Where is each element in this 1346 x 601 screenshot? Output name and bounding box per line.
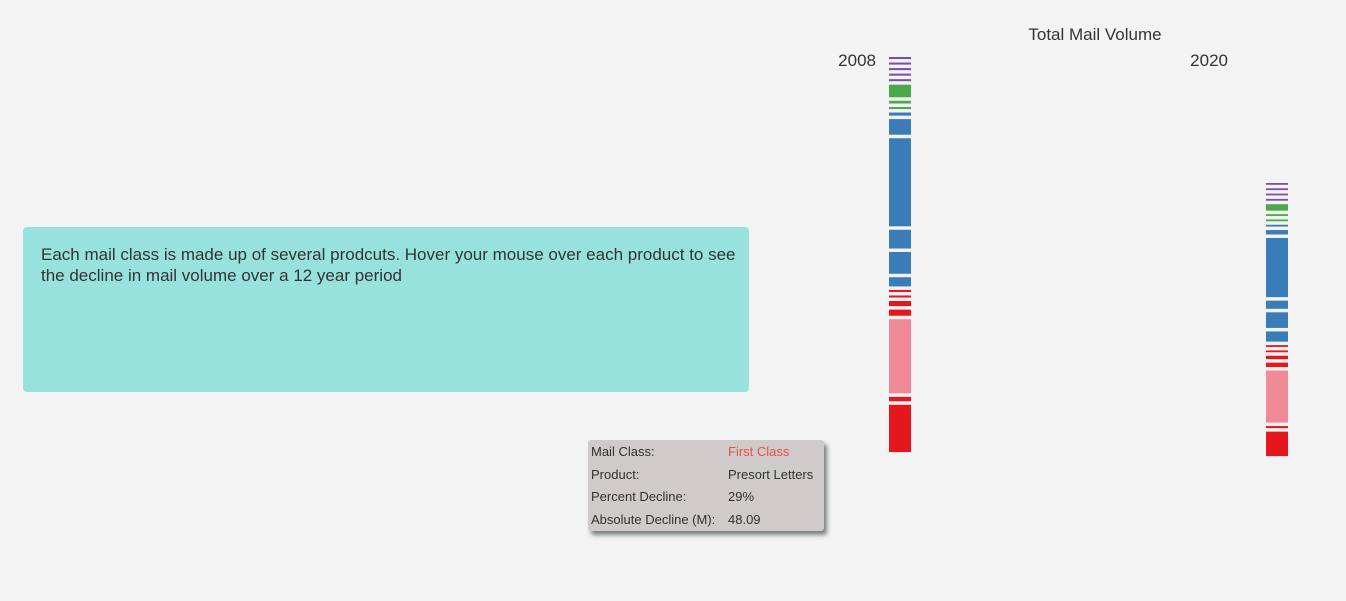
product-bar[interactable]: [889, 309, 911, 316]
product-bar[interactable]: [889, 277, 911, 287]
product-bar[interactable]: [1266, 331, 1288, 342]
tooltip-label: Product:: [591, 466, 640, 482]
tooltip-value: First Class: [728, 444, 790, 459]
tooltip-row: Percent Decline: 29%: [591, 488, 824, 511]
product-bar[interactable]: [1266, 198, 1288, 201]
product-bar[interactable]: [1266, 426, 1288, 429]
product-bar[interactable]: [1266, 350, 1288, 353]
product-bar[interactable]: [889, 396, 911, 402]
info-text: Each mail class is made up of several pr…: [41, 245, 736, 285]
product-bar[interactable]: [889, 319, 911, 394]
tooltip-row: Product: Presort Letters: [591, 466, 824, 489]
product-bar[interactable]: [1266, 204, 1288, 211]
product-bar[interactable]: [1266, 370, 1288, 423]
product-bar[interactable]: [1266, 188, 1288, 191]
tooltip-label: Percent Decline:: [591, 489, 687, 504]
column-2008: [889, 57, 911, 453]
product-bar[interactable]: [889, 68, 911, 71]
tooltip-row: Absolute Decline (M): 48.09: [591, 511, 824, 534]
tooltip-value: 48.09: [728, 511, 761, 527]
product-bar[interactable]: [889, 301, 911, 307]
year-2020-label: 2020: [1190, 51, 1228, 70]
product-bar[interactable]: [1266, 219, 1288, 222]
product-bar[interactable]: [889, 119, 911, 135]
product-bar[interactable]: [889, 73, 911, 76]
product-bar[interactable]: [1266, 237, 1288, 298]
tooltip-row: Mail Class: First Class: [591, 443, 824, 466]
product-bar[interactable]: [1266, 300, 1288, 309]
product-bar[interactable]: [1266, 193, 1288, 196]
product-bar[interactable]: [889, 404, 911, 453]
product-bar[interactable]: [1266, 183, 1288, 185]
product-bar[interactable]: [889, 57, 911, 60]
tooltip-value: 29%: [728, 489, 755, 504]
chart-title: Total Mail Volume: [1028, 25, 1161, 44]
column-2020: [1266, 183, 1288, 457]
product-bar[interactable]: [889, 84, 911, 98]
product-bar[interactable]: [1266, 431, 1288, 457]
product-bar[interactable]: [889, 107, 911, 110]
tooltip-value: Presort Letters: [728, 466, 814, 482]
product-tooltip: Mail Class: First Class Product: Presort…: [588, 440, 824, 531]
product-bar[interactable]: [1266, 355, 1288, 360]
product-bar[interactable]: [1266, 312, 1288, 328]
info-panel: Each mail class is made up of several pr…: [23, 227, 749, 392]
product-bar[interactable]: [889, 100, 911, 104]
product-bar[interactable]: [889, 289, 911, 292]
product-bar[interactable]: [1266, 345, 1288, 347]
product-bar[interactable]: [1266, 362, 1288, 368]
product-bar[interactable]: [889, 62, 911, 65]
product-bar[interactable]: [1266, 230, 1288, 235]
product-bar[interactable]: [889, 138, 911, 227]
product-bar[interactable]: [889, 252, 911, 274]
product-bar[interactable]: [1266, 214, 1288, 216]
year-2008-label: 2008: [838, 51, 876, 70]
product-bar[interactable]: [889, 295, 911, 298]
tooltip-label: Mail Class:: [591, 444, 655, 459]
product-bar[interactable]: [889, 79, 911, 82]
product-bar[interactable]: [889, 112, 911, 116]
product-bar[interactable]: [889, 229, 911, 249]
product-bar[interactable]: [1266, 224, 1288, 227]
tooltip-label: Absolute Decline (M):: [591, 511, 716, 527]
